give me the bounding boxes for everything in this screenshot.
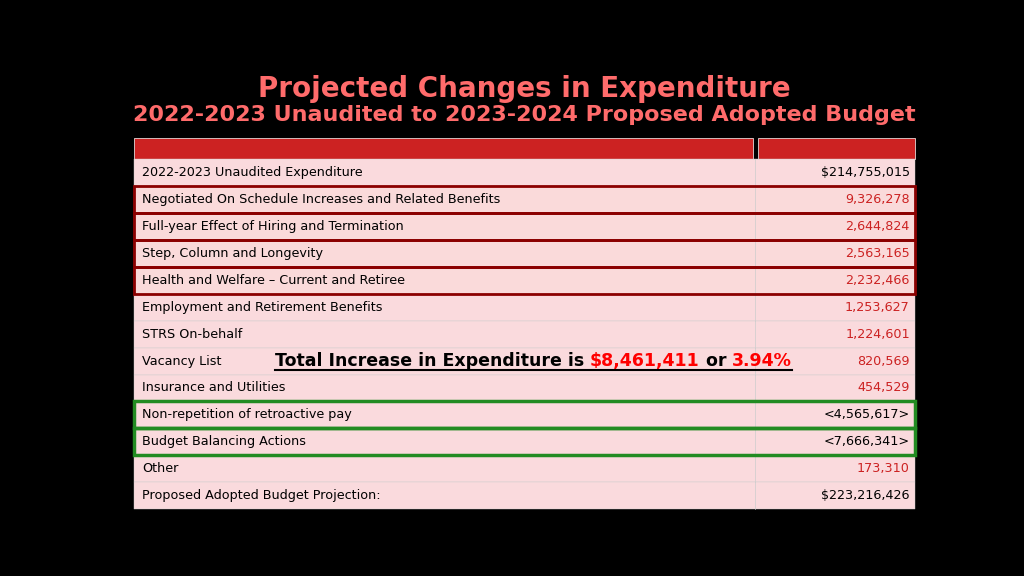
FancyBboxPatch shape [134, 347, 915, 374]
FancyBboxPatch shape [134, 138, 753, 159]
Text: Projected Changes in Expenditure: Projected Changes in Expenditure [258, 75, 792, 103]
Text: 2022-2023 Unaudited to 2023-2024 Proposed Adopted Budget: 2022-2023 Unaudited to 2023-2024 Propose… [133, 105, 916, 125]
Text: $214,755,015: $214,755,015 [820, 166, 909, 179]
Text: 1,253,627: 1,253,627 [845, 301, 909, 314]
Text: Budget Balancing Actions: Budget Balancing Actions [142, 435, 306, 448]
Text: Step, Column and Longevity: Step, Column and Longevity [142, 247, 324, 260]
FancyBboxPatch shape [134, 213, 915, 240]
Text: 3.94%: 3.94% [732, 352, 793, 370]
FancyBboxPatch shape [134, 374, 915, 401]
FancyBboxPatch shape [134, 482, 915, 509]
Text: Total Increase in Expenditure is: Total Increase in Expenditure is [274, 352, 590, 370]
Text: 820,569: 820,569 [857, 355, 909, 367]
FancyBboxPatch shape [134, 429, 915, 455]
FancyBboxPatch shape [758, 138, 915, 159]
FancyBboxPatch shape [134, 455, 915, 482]
Text: 9,326,278: 9,326,278 [845, 193, 909, 206]
Text: Non-repetition of retroactive pay: Non-repetition of retroactive pay [142, 408, 352, 422]
FancyBboxPatch shape [134, 267, 915, 294]
Text: 1,224,601: 1,224,601 [845, 328, 909, 340]
Text: Negotiated On Schedule Increases and Related Benefits: Negotiated On Schedule Increases and Rel… [142, 193, 501, 206]
Text: 173,310: 173,310 [857, 462, 909, 475]
Text: <4,565,617>: <4,565,617> [823, 408, 909, 422]
Text: 2,644,824: 2,644,824 [846, 220, 909, 233]
Text: Full-year Effect of Hiring and Termination: Full-year Effect of Hiring and Terminati… [142, 220, 404, 233]
Text: or: or [699, 352, 732, 370]
Text: 2022-2023 Unaudited Expenditure: 2022-2023 Unaudited Expenditure [142, 166, 362, 179]
Text: Vacancy List: Vacancy List [142, 355, 222, 367]
Text: Insurance and Utilities: Insurance and Utilities [142, 381, 286, 395]
Text: Health and Welfare – Current and Retiree: Health and Welfare – Current and Retiree [142, 274, 406, 287]
FancyBboxPatch shape [134, 321, 915, 347]
Text: <7,666,341>: <7,666,341> [823, 435, 909, 448]
FancyBboxPatch shape [134, 401, 915, 429]
Text: $223,216,426: $223,216,426 [821, 489, 909, 502]
FancyBboxPatch shape [134, 240, 915, 267]
FancyBboxPatch shape [134, 186, 915, 213]
FancyBboxPatch shape [134, 294, 915, 321]
FancyBboxPatch shape [134, 159, 915, 186]
Text: 454,529: 454,529 [857, 381, 909, 395]
Text: Proposed Adopted Budget Projection:: Proposed Adopted Budget Projection: [142, 489, 381, 502]
Text: 2,232,466: 2,232,466 [846, 274, 909, 287]
Text: Employment and Retirement Benefits: Employment and Retirement Benefits [142, 301, 383, 314]
Text: 2,563,165: 2,563,165 [845, 247, 909, 260]
Text: $8,461,411: $8,461,411 [590, 352, 699, 370]
Text: Other: Other [142, 462, 178, 475]
Text: STRS On-behalf: STRS On-behalf [142, 328, 243, 340]
